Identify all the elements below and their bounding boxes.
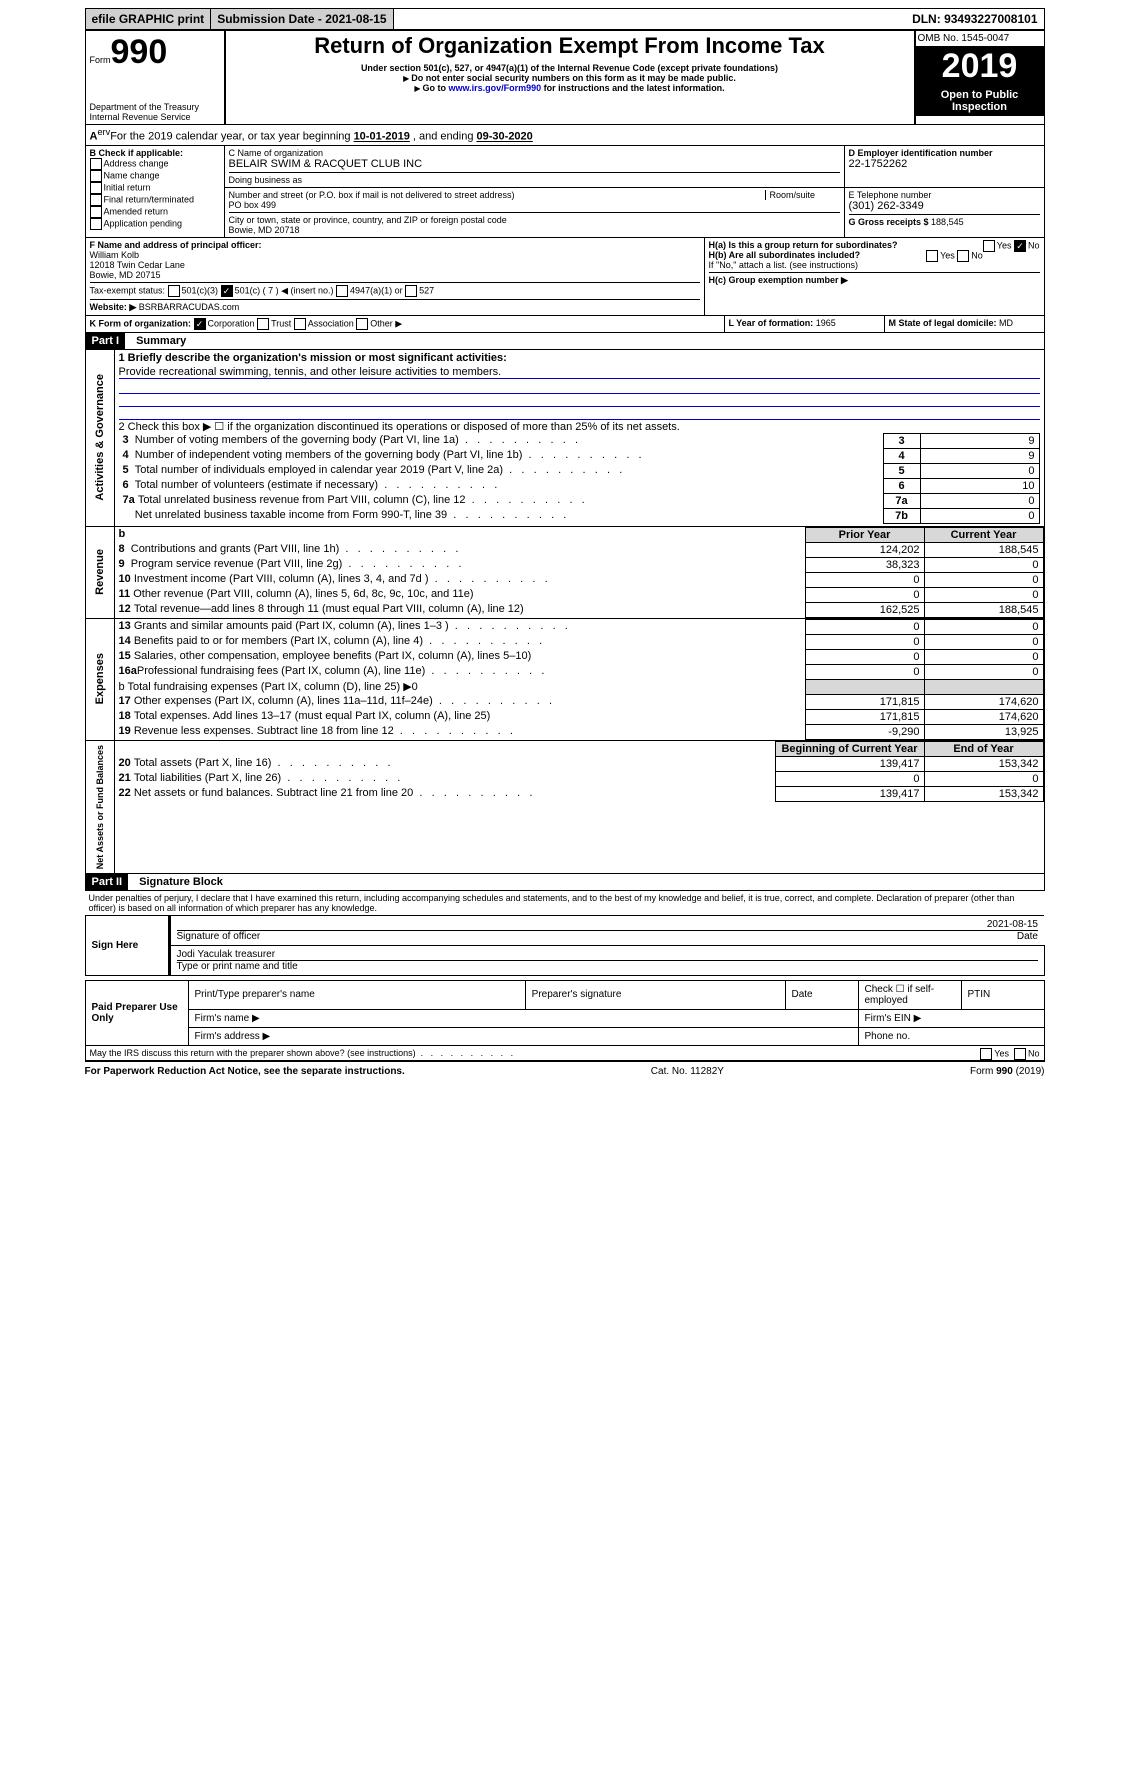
officer-name: William Kolb — [90, 250, 140, 260]
irs-link[interactable]: www.irs.gov/Form990 — [448, 83, 541, 93]
goto-suffix: for instructions and the latest informat… — [541, 83, 725, 93]
box-i-label: Tax-exempt status: — [90, 285, 166, 295]
tax-year: 2019 — [916, 47, 1044, 86]
box-m-label: M State of legal domicile: — [889, 318, 997, 328]
discuss-line: May the IRS discuss this return with the… — [85, 1046, 1045, 1061]
box-j-label: Website: ▶ — [90, 302, 137, 312]
dba-label: Doing business as — [229, 175, 840, 185]
open-public: Open to Public Inspection — [916, 86, 1044, 116]
box-b: B Check if applicable: Address change Na… — [85, 146, 225, 238]
addr-label: Number and street (or P.O. box if mail i… — [229, 190, 765, 200]
officer-addr1: 12018 Twin Cedar Lane — [90, 260, 185, 270]
irs-label: Internal Revenue Service — [90, 112, 220, 122]
ein: 22-1752262 — [849, 158, 1040, 170]
part1-title: Summary — [128, 335, 186, 347]
gross-receipts: 188,545 — [931, 217, 964, 227]
city-label: City or town, state or province, country… — [229, 215, 840, 225]
h-a: H(a) Is this a group return for subordin… — [709, 240, 898, 250]
box-g-label: G Gross receipts $ — [849, 217, 932, 227]
omb-number: OMB No. 1545-0047 — [916, 31, 1044, 47]
dln: DLN: 93493227008101 — [906, 9, 1043, 29]
website: BSRBARRACUDAS.com — [139, 302, 240, 312]
rev-table: bPrior YearCurrent Year 8 Contributions … — [115, 527, 1044, 618]
part2-label: Part II — [86, 874, 129, 890]
box-e-label: E Telephone number — [849, 190, 1040, 200]
line2: 2 Check this box ▶ ☐ if the organization… — [119, 420, 1040, 433]
submission-date: Submission Date - 2021-08-15 — [211, 9, 393, 29]
officer-addr2: Bowie, MD 20715 — [90, 270, 161, 280]
perjury-declaration: Under penalties of perjury, I declare th… — [85, 891, 1045, 915]
efile-print-button[interactable]: efile GRAPHIC print — [86, 9, 212, 29]
box-k-label: K Form of organization: — [90, 318, 192, 328]
mission: Provide recreational swimming, tennis, a… — [119, 366, 1040, 379]
corp-checked: ✓ — [194, 318, 206, 330]
org-name: BELAIR SWIM & RACQUET CLUB INC — [229, 158, 840, 170]
h-b: H(b) Are all subordinates included? — [709, 250, 861, 260]
ag-table: 3 Number of voting members of the govern… — [119, 433, 1040, 524]
state-domicile: MD — [999, 318, 1013, 328]
box-c-label: C Name of organization — [229, 148, 840, 158]
form-title: Return of Organization Exempt From Incom… — [230, 33, 910, 59]
form-label: Form — [90, 55, 111, 65]
section-rev: Revenue — [92, 545, 108, 599]
footer-right: Form 990 (2019) — [970, 1066, 1044, 1077]
sign-here-table: Sign Here 2021-08-15 Signature of office… — [85, 915, 1045, 976]
address: PO box 499 — [229, 200, 840, 210]
exp-table: 13 Grants and similar amounts paid (Part… — [115, 619, 1044, 740]
telephone: (301) 262-3349 — [849, 200, 1040, 212]
h-c: H(c) Group exemption number ▶ — [709, 275, 848, 285]
line1-label: 1 Briefly describe the organization's mi… — [119, 352, 507, 364]
period-line: AervFor the 2019 calendar year, or tax y… — [85, 125, 1045, 146]
room-label: Room/suite — [765, 190, 840, 200]
goto-prefix: Go to — [422, 83, 448, 93]
top-toolbar: efile GRAPHIC print Submission Date - 20… — [85, 8, 1045, 30]
section-na: Net Assets or Fund Balances — [93, 741, 107, 873]
section-ag: Activities & Governance — [92, 370, 108, 505]
box-l-label: L Year of formation: — [729, 318, 816, 328]
form-number: 990 — [111, 33, 168, 71]
paid-preparer-table: Paid Preparer Use Only Print/Type prepar… — [85, 980, 1045, 1046]
subtitle-2: Do not enter social security numbers on … — [411, 73, 736, 83]
part1-label: Part I — [86, 333, 126, 349]
year-formation: 1965 — [816, 318, 836, 328]
box-d-label: D Employer identification number — [849, 148, 993, 158]
part2-title: Signature Block — [131, 876, 223, 888]
h-b-note: If "No," attach a list. (see instruction… — [709, 260, 1040, 270]
footer-cat: Cat. No. 11282Y — [651, 1066, 724, 1077]
subtitle-1: Under section 501(c), 527, or 4947(a)(1)… — [361, 63, 778, 73]
section-exp: Expenses — [92, 649, 108, 708]
dept-treasury: Department of the Treasury — [90, 102, 220, 112]
na-table: Beginning of Current YearEnd of Year 20 … — [115, 741, 1044, 802]
officer-sig-name: Jodi Yaculak treasurer — [177, 949, 1038, 961]
city-state-zip: Bowie, MD 20718 — [229, 225, 840, 235]
box-f-label: F Name and address of principal officer: — [90, 240, 262, 250]
501c-checked: ✓ — [221, 285, 233, 297]
footer-left: For Paperwork Reduction Act Notice, see … — [85, 1066, 405, 1077]
